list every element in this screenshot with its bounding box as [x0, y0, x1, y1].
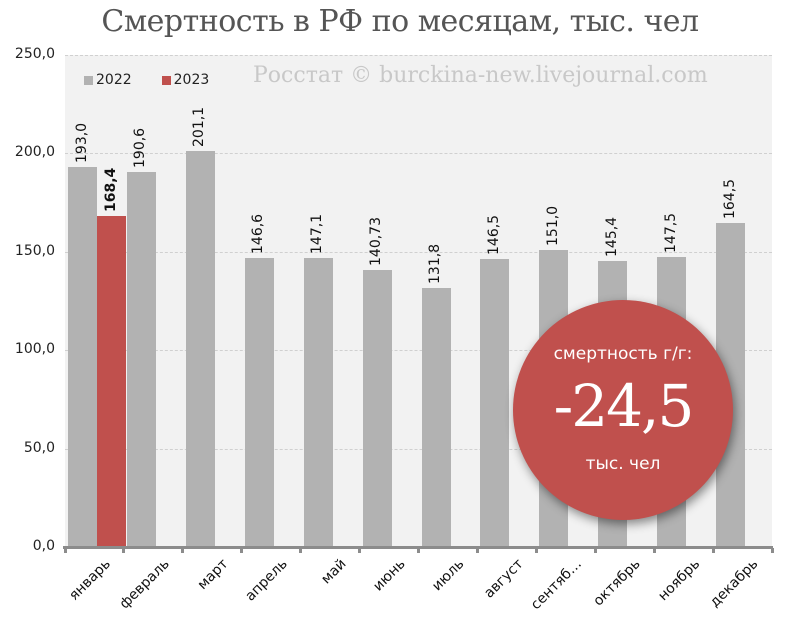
- value-label: 146,6: [250, 214, 267, 255]
- value-label: 147,5: [662, 212, 679, 253]
- y-tick-label: 100,0: [14, 341, 55, 358]
- bar-2022-май: [303, 257, 333, 547]
- bar-2022-июнь: [362, 270, 392, 547]
- value-label: 147,1: [309, 213, 326, 254]
- value-label: 193,0: [73, 123, 90, 164]
- x-tick-label: май: [318, 556, 350, 588]
- legend: 2022 2023: [84, 72, 209, 88]
- value-label: 151,0: [544, 205, 561, 246]
- yoy-change-badge: смертность г/г: -24,5 тыс. чел: [513, 300, 733, 520]
- bar-2022-апрель: [244, 258, 274, 547]
- x-tick: [652, 548, 656, 553]
- x-tick-label: октябрь: [590, 556, 645, 610]
- x-tick-label: январь: [66, 556, 114, 604]
- x-tick: [181, 548, 185, 553]
- y-tick-label: 0,0: [32, 538, 55, 554]
- x-tick: [299, 548, 303, 553]
- x-tick-label: февраль: [116, 556, 173, 613]
- value-label: 146,5: [485, 214, 502, 255]
- y-tick-label: 150,0: [14, 242, 55, 259]
- x-tick: [417, 548, 420, 553]
- x-tick: [240, 548, 244, 553]
- legend-label: 2022: [96, 72, 132, 88]
- legend-item-2023: 2023: [161, 72, 210, 88]
- x-tick: [358, 548, 362, 553]
- bar-2022-февраль: [126, 171, 156, 547]
- value-label: 201,1: [191, 107, 208, 148]
- x-tick-label: март: [194, 556, 232, 593]
- bar-2022-март: [185, 151, 215, 547]
- x-tick: [122, 548, 126, 553]
- gridline: [65, 251, 772, 253]
- value-label: 168,4: [102, 167, 119, 212]
- badge-caption: смертность г/г:: [553, 344, 693, 364]
- badge-value: -24,5: [553, 372, 695, 440]
- x-axis-line: [63, 546, 773, 549]
- value-label: 190,6: [132, 127, 149, 168]
- value-label: 140,73: [368, 217, 385, 267]
- y-tick-label: 250,0: [14, 46, 55, 62]
- x-tick-label: ноябрь: [654, 556, 703, 605]
- gridline: [65, 153, 772, 155]
- value-label: 145,4: [603, 216, 620, 257]
- x-tick-label: декабрь: [707, 556, 762, 611]
- x-tick-label: сентяб…: [528, 556, 586, 614]
- x-tick: [475, 548, 479, 553]
- chart-title: Смертность в РФ по месяцам, тыс. чел: [101, 4, 699, 39]
- y-tick-label: 50,0: [23, 439, 55, 456]
- x-tick: [593, 548, 597, 553]
- value-label: 131,8: [427, 243, 443, 284]
- source-watermark: Росстат © burckina-new.livejournal.com: [253, 63, 708, 88]
- legend-swatch-2023: [161, 75, 171, 85]
- bar-2022-июль: [421, 287, 451, 547]
- gridline: [65, 448, 772, 450]
- bar-2022-август: [480, 258, 510, 547]
- value-label: 164,5: [721, 179, 738, 220]
- x-tick-label: июль: [429, 556, 468, 595]
- legend-label: 2023: [173, 72, 210, 88]
- x-tick-label: апрель: [242, 556, 291, 605]
- x-tick-label: июнь: [369, 556, 409, 595]
- x-tick: [534, 548, 538, 553]
- legend-swatch-2022: [84, 75, 93, 85]
- y-tick-label: 200,0: [14, 144, 55, 161]
- legend-item-2022: 2022: [84, 72, 132, 88]
- x-tick: [711, 548, 715, 553]
- bar-2023-январь: [97, 215, 126, 547]
- gridline: [65, 350, 772, 352]
- bar-2022-январь: [68, 167, 97, 547]
- badge-unit: тыс. чел: [585, 454, 661, 474]
- x-tick: [770, 548, 774, 553]
- x-tick: [63, 548, 67, 553]
- x-tick-label: август: [480, 556, 527, 602]
- gridline: [65, 55, 772, 56]
